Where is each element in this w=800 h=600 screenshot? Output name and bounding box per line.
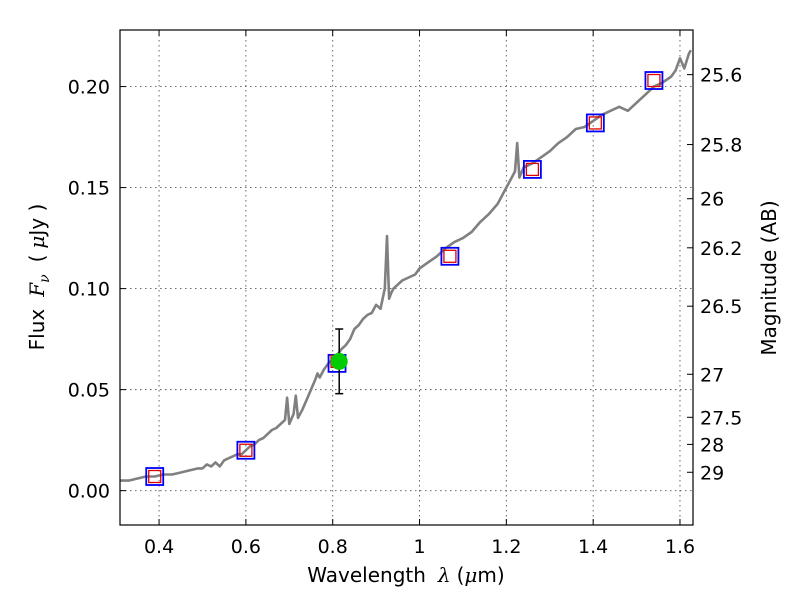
synthetic-photometry-marker (443, 249, 457, 263)
y-tick-label: 0.05 (68, 380, 110, 402)
x-tick-label: 0.4 (144, 536, 174, 558)
x-tick-label: 0.6 (231, 536, 261, 558)
sed-model-line (120, 49, 692, 482)
filter-box (644, 71, 664, 90)
y2-tick-label: 27 (700, 364, 724, 386)
y-tick-label: 0.15 (68, 178, 110, 200)
filter-box (522, 160, 542, 179)
filter-box (145, 467, 165, 486)
y-tick-label: 0.10 (68, 279, 110, 301)
y2-axis-title: Magnitude (AB) (757, 200, 781, 355)
axis-ticks: 0.4 0.6 0.8 1 1.2 1.4 1.6 0.00 0.05 0.10 0.15 0.20 2… (68, 30, 742, 558)
y2-tick-label: 25.6 (700, 65, 742, 87)
y2-tick-label: 28 (700, 434, 724, 456)
x-axis-title: Wavelength λ (μm) (307, 563, 504, 587)
y2-tick-label: 29 (700, 462, 724, 484)
filter-box (585, 113, 605, 133)
y2-tick-label: 26 (700, 189, 724, 211)
plot-frame (119, 29, 694, 526)
y2-tick-label: 26.5 (700, 296, 742, 318)
synthetic-photometry-marker (239, 443, 253, 457)
y2-tick-label: 25.8 (700, 135, 742, 157)
synthetic-photometry-marker (647, 73, 661, 88)
grid-lines (120, 30, 693, 525)
y2-tick-label: 27.5 (700, 407, 742, 429)
x-tick-label: 1.2 (491, 536, 521, 558)
y-tick-label: 0.20 (68, 77, 110, 99)
filter-box (440, 246, 460, 266)
synthetic-photometry-marker (588, 116, 602, 130)
x-tick-label: 1.4 (578, 536, 608, 558)
filter-box (236, 440, 256, 460)
x-tick-label: 0.8 (318, 536, 348, 558)
x-tick-label: 1.6 (665, 536, 695, 558)
observed-point (330, 352, 348, 370)
plot-area (120, 49, 692, 486)
y2-tick-label: 26.2 (700, 238, 742, 260)
synthetic-photometry-marker (525, 162, 540, 177)
y-tick-label: 0.00 (68, 481, 110, 503)
y-axis-title: FluxFν(μJy ) (25, 204, 53, 351)
synthetic-photometry-marker (148, 469, 162, 484)
x-tick-label: 1 (413, 536, 425, 558)
